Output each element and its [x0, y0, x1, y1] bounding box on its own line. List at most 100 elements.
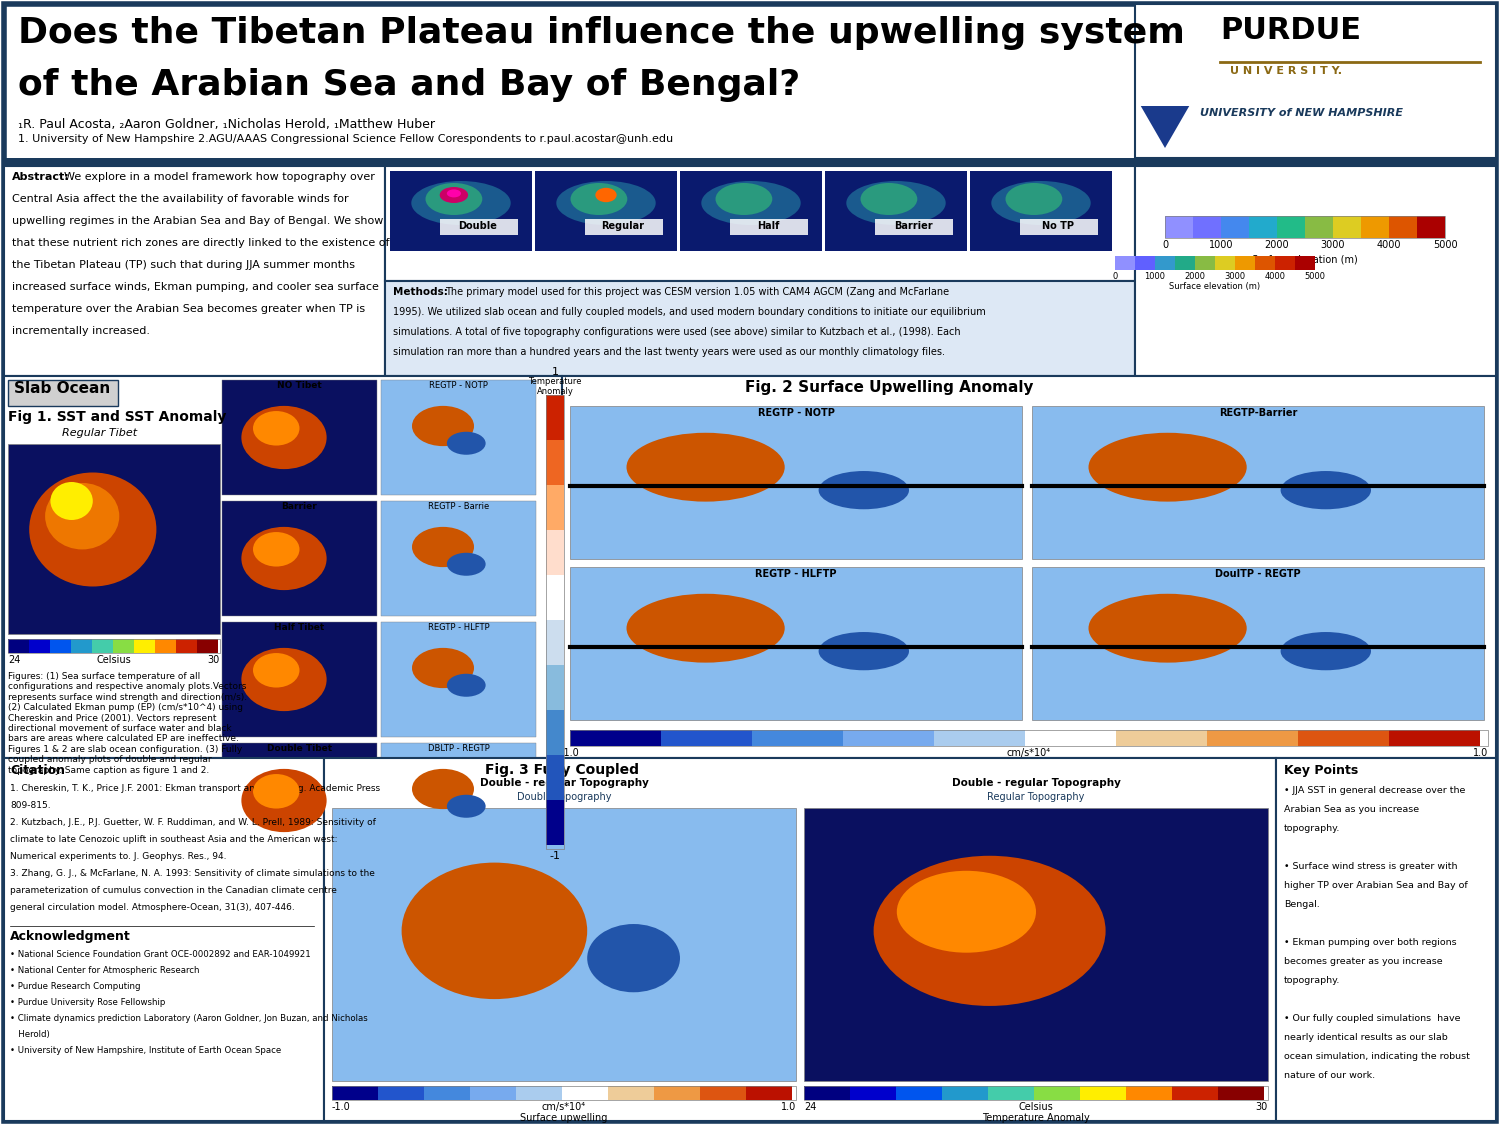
Bar — [1276, 216, 1305, 238]
Text: higher TP over Arabian Sea and Bay of: higher TP over Arabian Sea and Bay of — [1284, 881, 1467, 890]
Text: 1000: 1000 — [1209, 240, 1233, 250]
Text: 4000: 4000 — [1377, 240, 1401, 250]
Ellipse shape — [28, 472, 156, 586]
Text: U N I V E R S I T Y.: U N I V E R S I T Y. — [1230, 66, 1342, 77]
Ellipse shape — [45, 483, 120, 549]
Ellipse shape — [1281, 471, 1371, 510]
Ellipse shape — [447, 674, 486, 696]
Text: temperature over the Arabian Sea becomes greater when TP is: temperature over the Arabian Sea becomes… — [12, 304, 364, 314]
Text: • Surface wind stress is greater with: • Surface wind stress is greater with — [1284, 862, 1458, 871]
Text: REGTP - HLFTP: REGTP - HLFTP — [427, 623, 489, 632]
Bar — [804, 1086, 850, 1100]
Bar — [988, 1086, 1033, 1100]
Text: -1.0: -1.0 — [332, 1102, 351, 1112]
Bar — [934, 730, 1024, 746]
Text: • National Science Foundation Grant OCE-0002892 and EAR-1049921: • National Science Foundation Grant OCE-… — [10, 950, 310, 958]
Bar — [1294, 256, 1316, 270]
Ellipse shape — [447, 794, 486, 818]
Bar — [1174, 256, 1196, 270]
Text: Slab Ocean: Slab Ocean — [13, 381, 111, 396]
Text: 24: 24 — [8, 655, 21, 665]
Text: climate to late Cenozoic uplift in southeast Asia and the American west:: climate to late Cenozoic uplift in south… — [10, 835, 338, 844]
Text: Surface elevation (m): Surface elevation (m) — [1252, 254, 1358, 264]
Ellipse shape — [627, 433, 784, 502]
Ellipse shape — [873, 856, 1106, 1006]
Text: Abstract:: Abstract: — [12, 172, 69, 182]
Bar — [1032, 567, 1484, 720]
Bar — [752, 730, 843, 746]
Bar — [546, 485, 564, 530]
Ellipse shape — [242, 526, 327, 591]
Text: 1. University of New Hampshire 2.AGU/AAAS Congressional Science Fellow Corespond: 1. University of New Hampshire 2.AGU/AAA… — [18, 134, 674, 144]
Bar — [570, 406, 1022, 559]
Bar — [700, 1086, 746, 1100]
Bar — [1256, 256, 1275, 270]
Ellipse shape — [413, 406, 474, 447]
Bar — [546, 575, 564, 620]
Text: 1.0: 1.0 — [1473, 748, 1488, 758]
Bar — [28, 639, 50, 652]
Bar — [50, 639, 70, 652]
Bar — [1218, 1086, 1264, 1100]
Ellipse shape — [413, 648, 474, 688]
Text: • National Center for Atmospheric Research: • National Center for Atmospheric Resear… — [10, 966, 200, 975]
Bar — [4, 166, 386, 376]
Text: Barrier: Barrier — [894, 220, 933, 231]
Text: Half Tibet: Half Tibet — [274, 623, 324, 632]
Text: • Our fully coupled simulations  have: • Our fully coupled simulations have — [1284, 1014, 1461, 1023]
Bar — [8, 639, 28, 652]
Text: Double Tibet: Double Tibet — [267, 744, 332, 753]
Text: 24: 24 — [804, 1102, 816, 1112]
Bar — [8, 639, 220, 652]
Text: REGTP - HLFTP: REGTP - HLFTP — [754, 569, 837, 579]
Ellipse shape — [447, 552, 486, 576]
Text: 2. Kutzbach, J.E., P.J. Guetter, W. F. Ruddiman, and W. L. Prell, 1989: Sensitiv: 2. Kutzbach, J.E., P.J. Guetter, W. F. R… — [10, 818, 376, 827]
Bar — [386, 281, 1136, 376]
Text: Bengal.: Bengal. — [1284, 900, 1320, 909]
Bar — [546, 395, 564, 440]
Text: We explore in a model framework how topography over: We explore in a model framework how topo… — [64, 172, 375, 182]
Bar — [546, 800, 564, 845]
Text: Fig. 3 Fully Coupled: Fig. 3 Fully Coupled — [484, 763, 639, 777]
Bar — [381, 501, 536, 616]
Text: 3000: 3000 — [1320, 240, 1346, 250]
Text: increased surface winds, Ekman pumping, and cooler sea surface: increased surface winds, Ekman pumping, … — [12, 282, 380, 292]
Text: • JJA SST in general decrease over the: • JJA SST in general decrease over the — [1284, 786, 1466, 795]
Text: Surface upwelling: Surface upwelling — [520, 1113, 608, 1123]
Text: DBLTP - REGTP: DBLTP - REGTP — [427, 744, 489, 753]
Text: UNIVERSITY of NEW HAMPSHIRE: UNIVERSITY of NEW HAMPSHIRE — [1200, 108, 1402, 118]
Bar — [134, 639, 154, 652]
Text: Methods:: Methods: — [393, 287, 448, 297]
Ellipse shape — [402, 863, 586, 999]
Bar — [942, 1086, 988, 1100]
Bar — [378, 1086, 424, 1100]
Text: Acknowledgment: Acknowledgment — [10, 930, 130, 943]
Bar — [1155, 256, 1174, 270]
Bar — [4, 758, 324, 1120]
Text: Temperature Anomaly: Temperature Anomaly — [982, 1113, 1090, 1123]
Text: cm/s*10⁴: cm/s*10⁴ — [542, 1102, 586, 1112]
Text: nearly identical results as our slab: nearly identical results as our slab — [1284, 1033, 1448, 1042]
Bar — [562, 1086, 608, 1100]
Bar — [1334, 216, 1360, 238]
Text: Celsius: Celsius — [1019, 1102, 1053, 1112]
Ellipse shape — [1005, 183, 1062, 215]
Text: Regular: Regular — [602, 220, 645, 231]
Text: 1.0: 1.0 — [780, 1102, 796, 1112]
Bar — [332, 808, 796, 1081]
Bar — [804, 1086, 1268, 1100]
Text: simulation ran more than a hundred years and the last twenty years were used as : simulation ran more than a hundred years… — [393, 346, 945, 357]
Bar — [896, 1086, 942, 1100]
Text: Figures: (1) Sea surface temperature of all
configurations and respective anomal: Figures: (1) Sea surface temperature of … — [8, 672, 248, 775]
Bar — [654, 1086, 700, 1100]
Bar — [1276, 758, 1496, 1120]
Text: parameterization of cumulus convection in the Canadian climate centre: parameterization of cumulus convection i… — [10, 886, 338, 896]
Bar — [1136, 4, 1496, 158]
Ellipse shape — [586, 924, 680, 992]
Bar — [1250, 216, 1276, 238]
Text: 0: 0 — [1113, 272, 1118, 281]
Text: 3000: 3000 — [1224, 272, 1245, 281]
Text: Surface elevation (m): Surface elevation (m) — [1170, 282, 1260, 291]
Text: cm/s*10⁴: cm/s*10⁴ — [1007, 748, 1052, 758]
Text: the Tibetan Plateau (TP) such that during JJA summer months: the Tibetan Plateau (TP) such that durin… — [12, 260, 356, 270]
